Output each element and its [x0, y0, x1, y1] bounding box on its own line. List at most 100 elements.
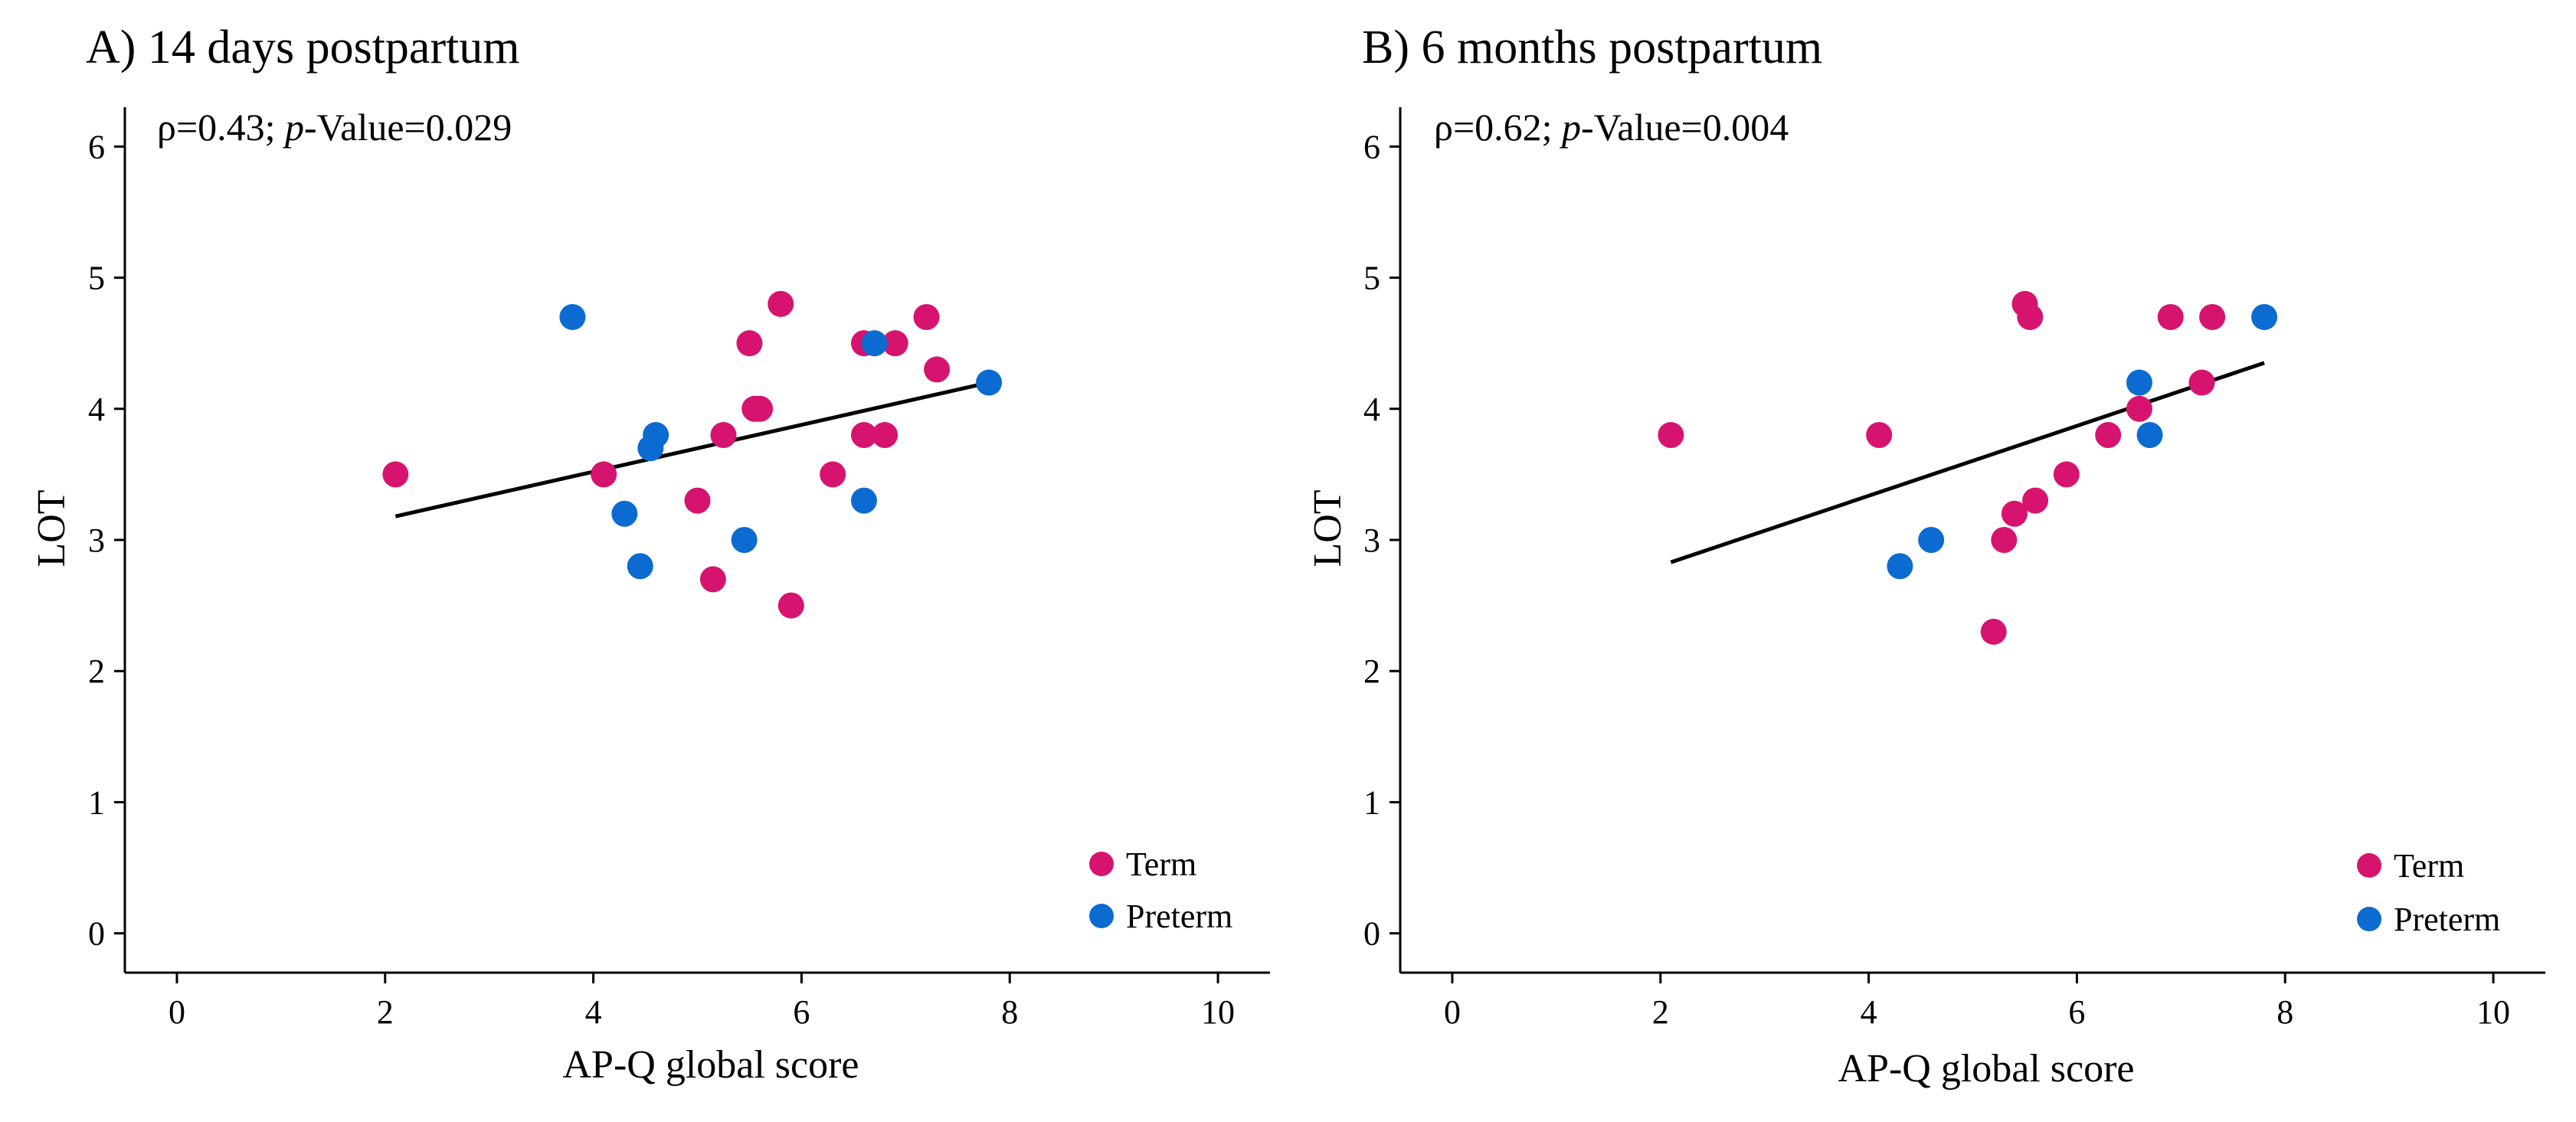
term-point [1980, 618, 2007, 645]
x-tick-label: 8 [1001, 993, 1018, 1031]
panel-a-x-axis-label: AP-Q global score [562, 1043, 859, 1087]
panel-b-legend: Term Preterm [2357, 847, 2500, 938]
term-point [913, 303, 940, 330]
y-tick-label: 6 [1363, 128, 1380, 165]
x-tick-label: 10 [1201, 993, 1235, 1031]
legend-preterm-label: Preterm [2394, 901, 2500, 938]
term-point [882, 330, 908, 357]
panel-a-ticks: 0 2 4 6 8 10 0 1 2 3 4 5 6 [88, 107, 1270, 1031]
term-point [777, 592, 804, 619]
x-tick-label: 4 [1861, 993, 1877, 1031]
panel-a-stat-annotation: ρ=0.43; p-Value=0.029 [157, 106, 512, 149]
term-point [2001, 500, 2028, 527]
preterm-point [1887, 553, 1913, 580]
panel-b-ticks: 0 2 4 6 8 10 0 1 2 3 4 5 6 [1363, 107, 2545, 1031]
legend-term-marker [2357, 853, 2381, 878]
x-tick-label: 0 [169, 993, 185, 1031]
y-tick-label: 4 [88, 391, 105, 428]
panel-b-stat-rho: ρ=0.62; [1434, 106, 1562, 149]
term-point [2199, 303, 2226, 330]
panel-a-y-axis-label: LOT [30, 489, 74, 567]
term-point [591, 461, 617, 488]
preterm-point [850, 487, 877, 514]
panel-b-stat-value: =0.004 [1681, 106, 1789, 149]
term-point [2017, 303, 2044, 330]
term-point [1866, 422, 1893, 449]
panel-a-stat-value-label: -Value [304, 106, 404, 149]
preterm-point [2251, 303, 2278, 330]
term-point [850, 422, 877, 449]
panel-a-stat-value: =0.029 [404, 106, 512, 149]
panel-b-stat-value-label: -Value [1581, 106, 1681, 149]
x-tick-label: 6 [793, 993, 810, 1031]
y-tick-label: 2 [88, 653, 105, 690]
term-point [736, 330, 763, 357]
term-point [710, 422, 737, 449]
x-tick-label: 6 [2068, 993, 2085, 1031]
y-tick-label: 3 [88, 522, 105, 559]
term-point [1991, 527, 2018, 553]
regression-line [1670, 361, 2265, 564]
legend-term-label: Term [2394, 847, 2464, 885]
panel-b-marks [1658, 290, 2278, 645]
term-point [699, 566, 726, 593]
preterm-point [731, 527, 758, 553]
x-tick-label: 0 [1444, 993, 1461, 1031]
y-tick-label: 5 [88, 260, 105, 297]
term-point [2022, 487, 2049, 514]
term-point [2053, 461, 2080, 488]
panel-a-stat-p: p [283, 106, 304, 149]
x-tick-label: 2 [377, 993, 394, 1031]
legend-preterm-marker [2357, 907, 2381, 931]
panel-a-title: A) 14 days postpartum [86, 21, 520, 74]
panel-b: B) 6 months postpartum ρ=0.62; p-Value=0… [1306, 21, 2545, 1091]
term-point [684, 487, 711, 514]
preterm-point [1918, 527, 1945, 553]
term-point [2126, 395, 2152, 422]
regression-line [394, 381, 990, 518]
term-point [2188, 369, 2215, 396]
term-point [820, 461, 846, 488]
preterm-point [611, 500, 638, 527]
panel-b-title: B) 6 months postpartum [1362, 21, 1822, 74]
y-tick-label: 4 [1363, 391, 1380, 428]
y-tick-label: 0 [88, 915, 105, 953]
preterm-point [976, 369, 1003, 396]
y-tick-label: 6 [88, 128, 105, 165]
term-point [1658, 422, 1684, 449]
y-tick-label: 5 [1363, 260, 1380, 297]
term-point [924, 356, 951, 383]
term-point [2095, 422, 2122, 449]
preterm-point [2126, 369, 2152, 396]
y-tick-label: 1 [1363, 783, 1380, 821]
x-tick-label: 4 [585, 993, 602, 1031]
x-tick-label: 2 [1652, 993, 1669, 1031]
term-point [872, 422, 898, 449]
x-tick-label: 8 [2277, 993, 2293, 1031]
y-tick-label: 0 [1363, 915, 1380, 953]
y-tick-label: 1 [88, 783, 105, 821]
preterm-point [559, 303, 586, 330]
legend-term-marker [1089, 852, 1114, 876]
panel-b-x-axis-label: AP-Q global score [1838, 1047, 2134, 1091]
panel-a-legend: Term Preterm [1089, 846, 1232, 935]
panel-a-marks [382, 290, 1003, 619]
term-point [747, 395, 774, 422]
preterm-point [643, 422, 669, 449]
legend-term-label: Term [1126, 846, 1196, 883]
preterm-point [2136, 422, 2163, 449]
term-point [382, 461, 409, 488]
legend-preterm-marker [1089, 904, 1114, 928]
preterm-point [861, 330, 888, 357]
term-point [768, 290, 794, 317]
legend-preterm-label: Preterm [1126, 898, 1232, 935]
panel-b-stat-annotation: ρ=0.62; p-Value=0.004 [1434, 106, 1789, 149]
x-tick-label: 10 [2476, 993, 2510, 1031]
panel-b-y-axis-label: LOT [1306, 489, 1350, 567]
y-tick-label: 3 [1363, 522, 1380, 559]
panel-a-stat-rho: ρ=0.43; [157, 106, 285, 149]
panel-a: A) 14 days postpartum ρ=0.43; p-Value=0.… [30, 21, 1270, 1087]
panel-b-stat-p: p [1560, 106, 1581, 149]
